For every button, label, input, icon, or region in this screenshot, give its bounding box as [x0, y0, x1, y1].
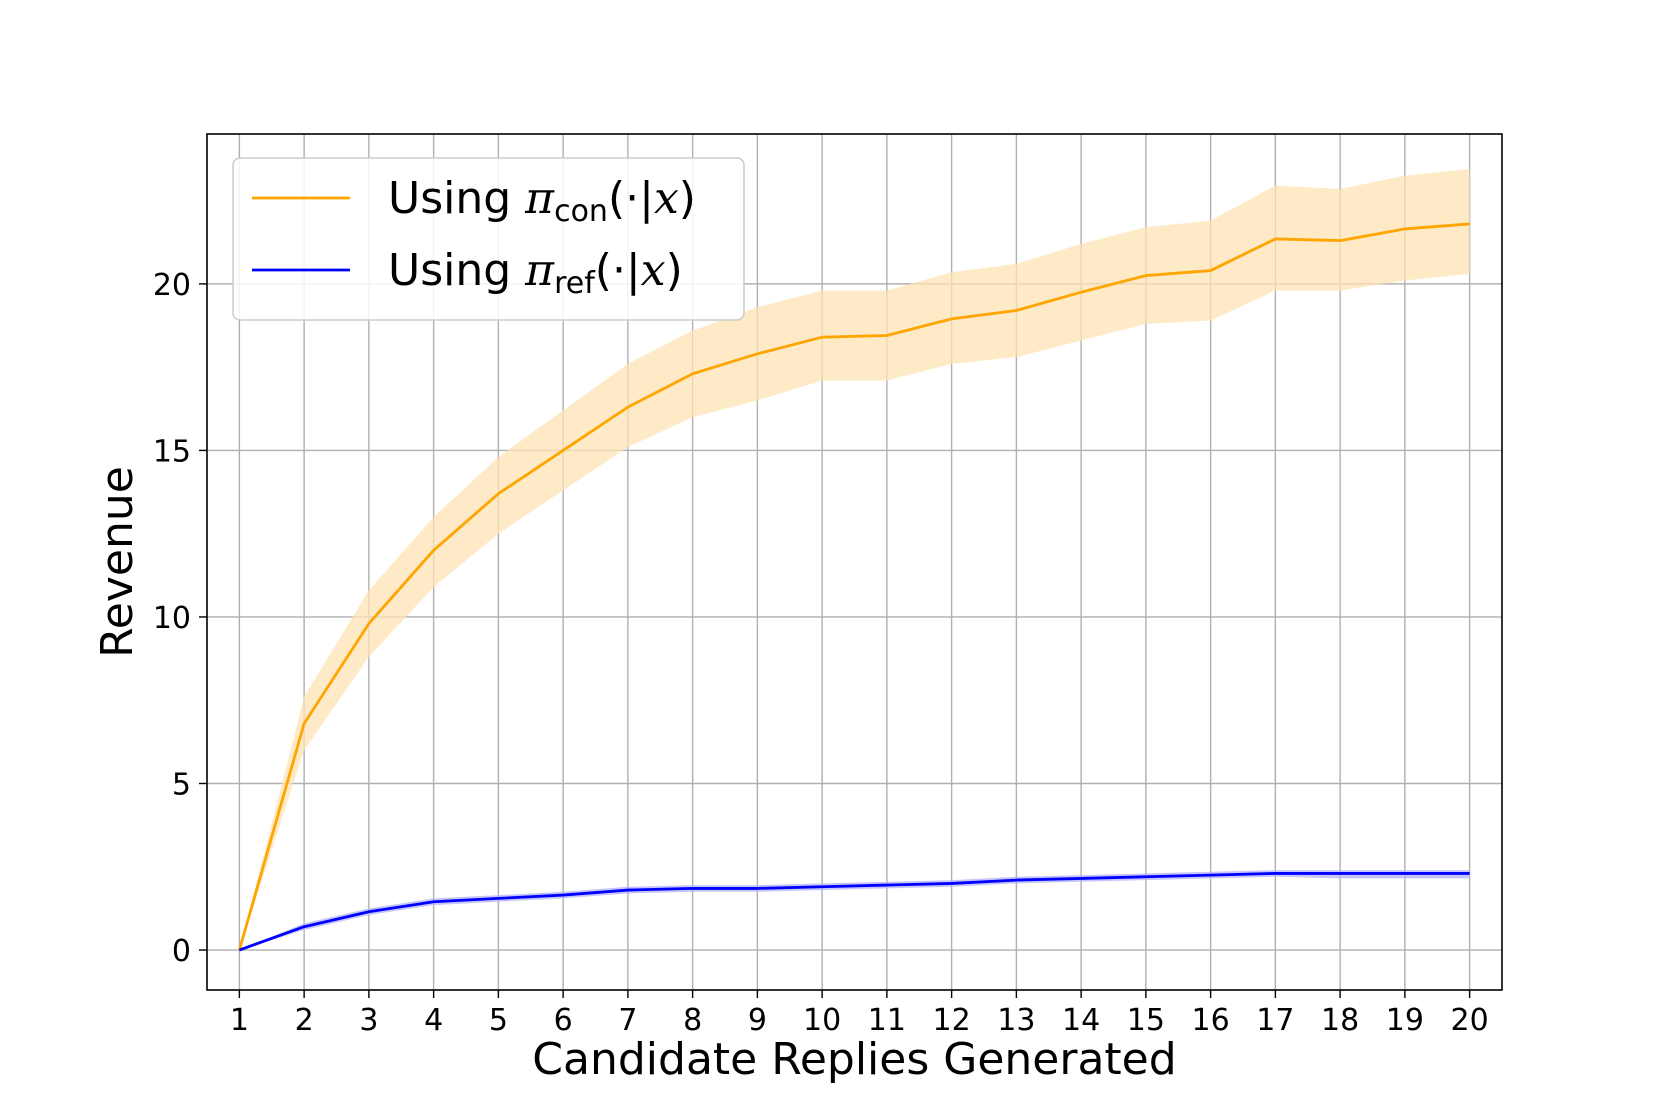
x-tick-label: 13	[997, 1003, 1035, 1038]
series-1-line	[238, 222, 1470, 951]
x-tick-label: 15	[1127, 1003, 1165, 1038]
legend-name-var: x	[641, 245, 666, 296]
x-tick-label: 20	[1451, 1003, 1489, 1038]
legend: Using πcon(·|x)Using πref(·|x)	[232, 157, 745, 321]
legend-name-sub: ref	[554, 266, 596, 301]
x-tick-label: 1	[230, 1003, 249, 1038]
x-tick-label: 16	[1192, 1003, 1230, 1038]
legend-entry-2: Using πref(·|x)	[388, 245, 683, 301]
legend-name-rest: (·|	[608, 173, 654, 224]
series-lines	[238, 222, 1470, 952]
x-tick-label: 9	[748, 1003, 767, 1038]
legend-name-text: Using	[388, 173, 525, 224]
y-tick-label: 20	[153, 268, 191, 303]
x-tick-label: 3	[359, 1003, 378, 1038]
legend-name-var: x	[654, 173, 679, 224]
x-axis-label: Candidate Replies Generated	[532, 1034, 1176, 1085]
x-tick-label: 5	[489, 1003, 508, 1038]
x-tick-label: 4	[424, 1003, 443, 1038]
x-tick-label: 14	[1062, 1003, 1100, 1038]
legend-name-close: )	[666, 245, 683, 296]
legend-name-symbol: π	[524, 173, 555, 224]
legend-name-rest: (·|	[595, 245, 641, 296]
y-tick-label: 10	[153, 601, 191, 636]
y-axis-ticks: 0 5 10 15 20	[153, 268, 207, 969]
x-tick-label: 2	[295, 1003, 314, 1038]
x-tick-label: 18	[1321, 1003, 1359, 1038]
y-tick-label: 5	[172, 767, 191, 802]
y-tick-label: 0	[172, 934, 191, 969]
x-tick-label: 11	[868, 1003, 906, 1038]
legend-name-text: Using	[388, 245, 525, 296]
y-tick-label: 15	[153, 434, 191, 469]
x-tick-label: 12	[933, 1003, 971, 1038]
legend-name-symbol: π	[524, 245, 555, 296]
x-tick-label: 10	[803, 1003, 841, 1038]
legend-box	[232, 157, 745, 321]
x-tick-label: 7	[618, 1003, 637, 1038]
legend-name-close: )	[679, 173, 696, 224]
legend-name-sub: con	[554, 194, 608, 229]
legend-entry-1: Using πcon(·|x)	[388, 173, 696, 229]
x-tick-label: 6	[554, 1003, 573, 1038]
plot-frame	[206, 133, 1503, 991]
x-tick-label: 17	[1256, 1003, 1294, 1038]
series-1-band	[239, 168, 1470, 951]
x-tick-label: 19	[1386, 1003, 1424, 1038]
x-tick-label: 8	[683, 1003, 702, 1038]
series-2-band	[239, 870, 1470, 951]
y-axis-label: Revenue	[92, 466, 143, 658]
series-2-line	[238, 872, 1470, 952]
x-axis-ticks: 1 2 3 4 5 6 7 8 9 10 11 12 13 14 15 16 17 18 19 20	[230, 990, 1489, 1038]
